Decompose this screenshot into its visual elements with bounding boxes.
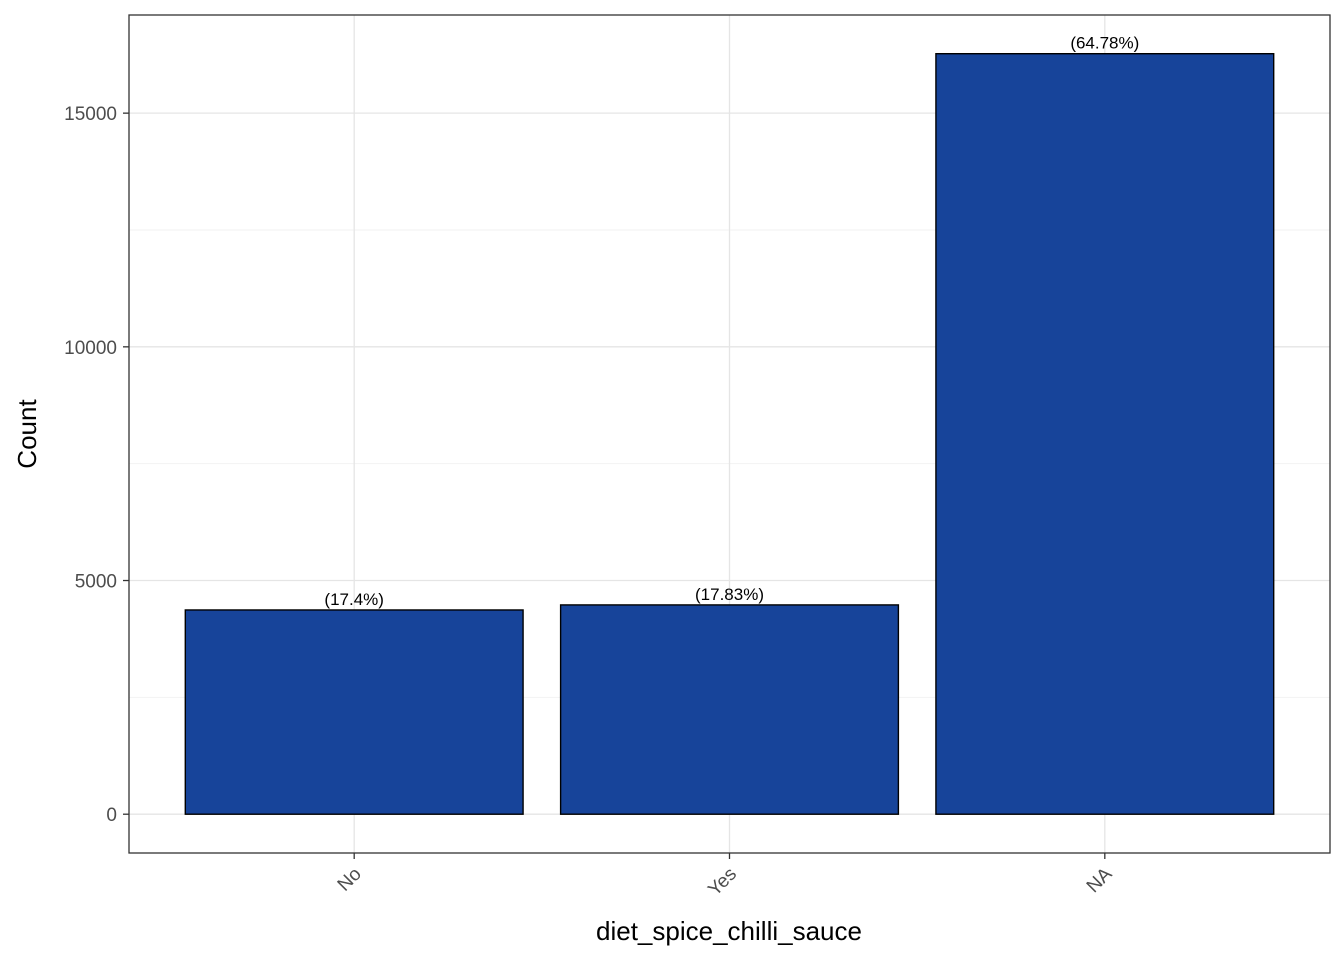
y-tick-label: 0	[106, 805, 117, 826]
bar-value-label: (17.83%)	[695, 585, 764, 604]
y-axis-title: Count	[12, 399, 42, 469]
x-axis: No Yes NA	[334, 853, 1117, 900]
y-tick-label: 15000	[64, 104, 117, 125]
y-tick-label: 10000	[64, 338, 117, 359]
x-tick-label: NA	[1083, 863, 1117, 897]
bars	[184, 52, 1275, 815]
bar-no	[184, 609, 524, 815]
bar-na	[935, 52, 1275, 815]
bar-value-label: (64.78%)	[1070, 34, 1139, 53]
x-tick-label: No	[334, 864, 366, 896]
bar-yes	[559, 604, 900, 815]
x-tick-label: Yes	[704, 864, 741, 901]
y-axis: 0 5000 10000 15000	[64, 104, 129, 826]
bar-value-label: (17.4%)	[324, 590, 384, 609]
x-axis-title: diet_spice_chilli_sauce	[596, 916, 862, 946]
y-tick-label: 5000	[75, 572, 117, 593]
bar-labels: (17.4%) (17.83%) (64.78%)	[324, 34, 1139, 609]
